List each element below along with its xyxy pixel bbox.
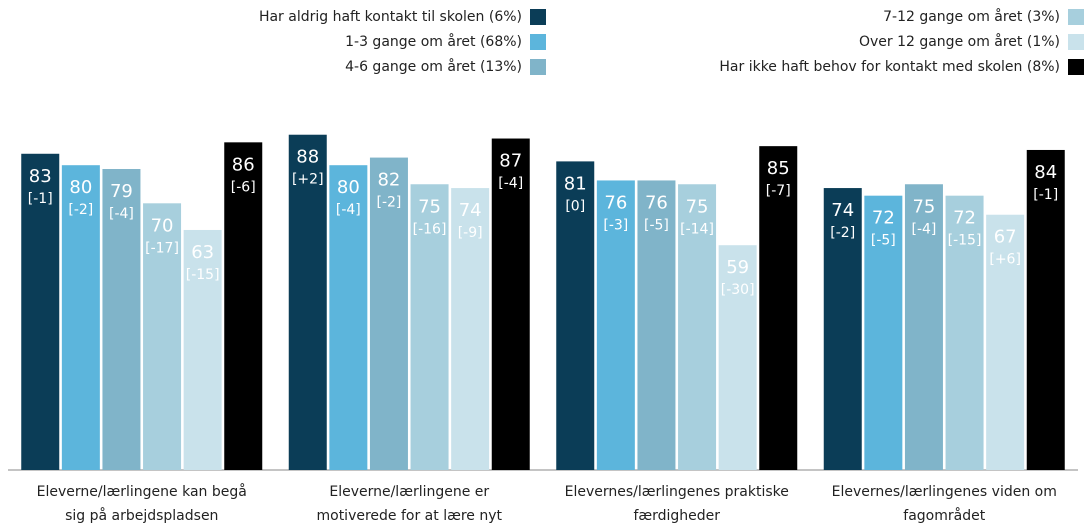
legend-label: Har aldrig haft kontakt til skolen (6%) [259,9,522,25]
bar [678,184,717,470]
change-label: [-4] [912,221,937,237]
bar [329,165,368,470]
change-label: [-2] [377,195,402,211]
change-label: [-30] [721,282,755,298]
bar [21,153,60,470]
legend-label: 1-3 gange om året (68%) [345,33,522,50]
value-label: 81 [564,173,587,194]
change-label: [-5] [871,233,896,249]
change-label: [+6] [989,252,1021,268]
bar [823,188,862,470]
value-label: 84 [1034,162,1057,183]
change-label: [+2] [292,172,324,188]
bar [491,138,530,470]
bar [288,134,327,470]
value-label: 87 [499,151,522,172]
bar [224,142,263,470]
value-label: 76 [604,192,627,213]
change-label: [-4] [498,176,523,192]
change-label: [-17] [145,240,179,256]
bar [183,229,222,470]
legend-label: Har ikke haft behov for kontakt med skol… [719,59,1060,75]
bar [143,203,182,471]
value-label: 72 [953,208,976,229]
value-label: 83 [29,166,52,187]
x-tick-label: færdigheder [633,508,720,524]
bar [1026,149,1065,470]
bar [759,146,798,470]
change-label: [-6] [231,179,256,195]
legend-swatch [530,59,546,75]
value-label: 70 [151,215,174,236]
legend-swatch [530,34,546,50]
change-label: [0] [565,198,585,214]
value-label: 59 [726,257,749,278]
value-label: 67 [994,227,1017,248]
change-label: [-15] [186,267,220,283]
bar [102,169,141,470]
bar [596,180,635,470]
value-label: 76 [645,192,668,213]
legend-swatch [1068,59,1084,75]
value-label: 80 [69,177,92,198]
change-label: [-15] [948,233,982,249]
value-label: 75 [912,196,935,217]
bar [410,184,449,470]
bar [556,161,595,470]
value-label: 75 [418,196,441,217]
legend-label: Over 12 gange om året (1%) [859,33,1060,50]
change-label: [-9] [458,225,483,241]
bar [986,214,1025,470]
x-tick-label: motiverede for at lære nyt [316,508,502,524]
change-label: [-1] [1033,187,1058,203]
value-label: 74 [459,200,482,221]
bar [945,195,984,470]
bar [637,180,676,470]
value-label: 75 [686,196,709,217]
bar [864,195,903,470]
change-label: [-7] [766,183,791,199]
change-label: [-3] [603,217,628,233]
change-label: [-4] [336,202,361,218]
x-tick-label: Eleverne/lærlingene er [329,484,489,500]
bar [718,245,757,470]
x-tick-label: fagområdet [903,507,985,524]
change-label: [-1] [28,191,53,207]
value-label: 63 [191,242,214,263]
value-label: 88 [296,147,319,168]
legend-label: 4-6 gange om året (13%) [345,58,522,75]
legend-swatch [1068,9,1084,25]
bar [904,184,943,470]
x-tick-label: Eleverne/lærlingene kan begå [37,483,247,500]
legend-label: 7-12 gange om året (3%) [883,8,1060,25]
legend-swatch [1068,34,1084,50]
change-label: [-2] [830,225,855,241]
value-label: 85 [767,158,790,179]
value-label: 79 [110,181,133,202]
value-label: 74 [831,200,854,221]
legend-swatch [530,9,546,25]
change-label: [-2] [68,202,93,218]
value-label: 80 [337,177,360,198]
x-tick-label: Elevernes/lærlingenes viden om [832,484,1057,500]
change-label: [-14] [680,221,714,237]
bar [451,188,490,470]
x-tick-label: sig på arbejdspladsen [65,507,218,524]
bar [61,165,100,470]
value-label: 72 [872,208,895,229]
change-label: [-4] [109,206,134,222]
value-label: 82 [377,170,400,191]
bar [369,157,408,470]
value-label: 86 [232,154,255,175]
change-label: [-5] [644,217,669,233]
x-tick-label: Elevernes/lærlingenes praktiske [565,484,789,500]
change-label: [-16] [413,221,447,237]
